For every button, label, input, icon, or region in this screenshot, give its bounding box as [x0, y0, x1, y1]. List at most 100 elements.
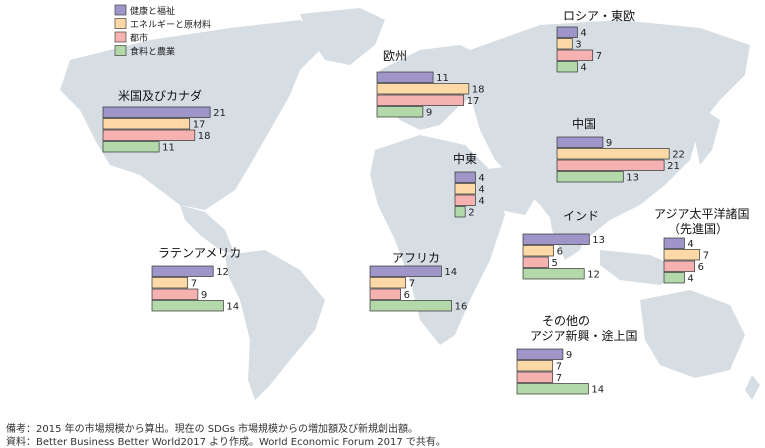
bar-region7-series1	[151, 277, 189, 289]
value-label-region6-series1: 6	[557, 247, 563, 258]
value-label-region7-series0: 12	[216, 267, 229, 278]
value-label-region9-series3: 14	[591, 385, 604, 396]
bar-region3-series0	[454, 171, 476, 183]
region-title-1: 欧州	[383, 49, 407, 63]
legend-swatch-2	[114, 31, 127, 43]
bar-region1-series1	[376, 83, 470, 95]
legend-swatch-0	[114, 4, 127, 16]
bar-region3-series2	[454, 194, 476, 206]
region-title-5-line0: アジア太平洋諸国	[654, 206, 750, 221]
bar-region6-series2	[522, 256, 549, 268]
bar-region3-series3	[454, 206, 466, 218]
region-title-5-line1: （先進国）	[668, 222, 728, 236]
value-label-region0-series2: 18	[198, 131, 211, 142]
value-label-region9-series1: 7	[556, 362, 562, 373]
bar-region4-series3	[556, 171, 624, 183]
value-label-region8-series2: 6	[404, 290, 410, 301]
bar-region5-series1	[663, 249, 701, 261]
region-title-0: 米国及びカナダ	[118, 88, 202, 103]
note-remarks: 備考：2015 年の市場規模から算出。現在の SDGs 市場規模からの増加額及び…	[6, 424, 418, 435]
value-label-region2-series3: 4	[580, 63, 586, 74]
legend-label-3: 食料と農業	[130, 46, 175, 58]
region-title-4: 中国	[572, 116, 596, 131]
region-title-8: アフリカ	[392, 251, 440, 265]
bar-region5-series3	[663, 272, 685, 284]
bar-region2-series2	[556, 49, 594, 61]
region-title-7: ラテンアメリカ	[158, 246, 241, 260]
region-title-3: 中東	[453, 151, 477, 166]
bar-region7-series0	[151, 265, 214, 277]
bar-region0-series2	[102, 129, 196, 141]
value-label-region4-series3: 13	[626, 173, 639, 184]
value-label-region8-series1: 7	[409, 279, 415, 290]
value-label-region7-series2: 9	[201, 290, 207, 301]
value-label-region3-series0: 4	[478, 173, 484, 184]
value-label-region9-series2: 7	[556, 373, 562, 384]
region-bar-groups: 米国及びカナダ21171811欧州1118179ロシア・東欧4374中東4442…	[102, 9, 750, 396]
value-label-region8-series3: 16	[455, 302, 468, 313]
value-label-region2-series1: 3	[575, 40, 581, 51]
bar-region8-series3	[369, 300, 452, 312]
value-label-region6-series0: 13	[592, 235, 605, 246]
bar-region0-series3	[102, 141, 160, 153]
bar-region6-series3	[522, 268, 585, 280]
legend-label-0: 健康と福祉	[130, 5, 175, 17]
bar-region4-series1	[556, 148, 670, 160]
value-label-region6-series2: 5	[552, 258, 558, 269]
value-label-region7-series1: 7	[191, 279, 197, 290]
region-group-6: インド 13 65 12	[522, 209, 605, 281]
bar-region6-series1	[522, 245, 554, 257]
bar-region6-series0	[522, 233, 590, 245]
value-label-region1-series1: 18	[472, 85, 485, 96]
bar-region8-series2	[369, 288, 401, 300]
value-label-region1-series3: 9	[426, 108, 432, 119]
bar-region8-series1	[369, 277, 407, 289]
value-label-region5-series0: 4	[687, 239, 693, 250]
value-label-region4-series0: 9	[606, 138, 612, 149]
bar-region4-series0	[556, 136, 604, 148]
bar-region8-series0	[369, 265, 442, 277]
value-label-region5-series3: 4	[687, 274, 693, 285]
bar-region1-series0	[376, 71, 434, 83]
bar-region2-series3	[556, 61, 578, 73]
value-label-region3-series1: 4	[478, 185, 484, 196]
value-label-region0-series0: 21	[213, 108, 226, 119]
bar-region7-series3	[151, 300, 224, 312]
value-label-region0-series1: 17	[193, 120, 206, 131]
bar-region1-series2	[376, 94, 465, 106]
value-label-region3-series2: 4	[478, 196, 484, 207]
bar-region0-series1	[102, 118, 191, 130]
value-label-region7-series3: 14	[226, 302, 239, 313]
bar-region5-series2	[663, 260, 695, 272]
value-label-region4-series1: 22	[672, 150, 685, 161]
value-label-region2-series2: 7	[596, 51, 602, 62]
bar-region3-series1	[454, 183, 476, 195]
value-label-region5-series2: 6	[698, 262, 704, 273]
world-map-background	[60, 8, 760, 400]
region-title-2: ロシア・東欧	[563, 9, 635, 23]
value-label-region2-series0: 4	[580, 28, 586, 39]
value-label-region1-series0: 11	[436, 73, 449, 84]
bar-region9-series1	[516, 360, 554, 372]
value-label-region0-series3: 11	[162, 143, 175, 154]
value-label-region8-series0: 14	[444, 267, 457, 278]
bar-region1-series3	[376, 106, 424, 118]
bar-region2-series0	[556, 26, 578, 38]
bar-region9-series3	[516, 383, 589, 395]
legend-label-1: エネルギーと原材料	[130, 19, 211, 31]
legend-swatch-3	[114, 45, 127, 56]
value-label-region5-series1: 7	[703, 251, 709, 262]
value-label-region3-series3: 2	[468, 208, 474, 219]
bar-region9-series0	[516, 348, 564, 360]
bar-region4-series2	[556, 159, 665, 171]
region-title-9-line1: アジア新興・途上国	[530, 328, 638, 343]
